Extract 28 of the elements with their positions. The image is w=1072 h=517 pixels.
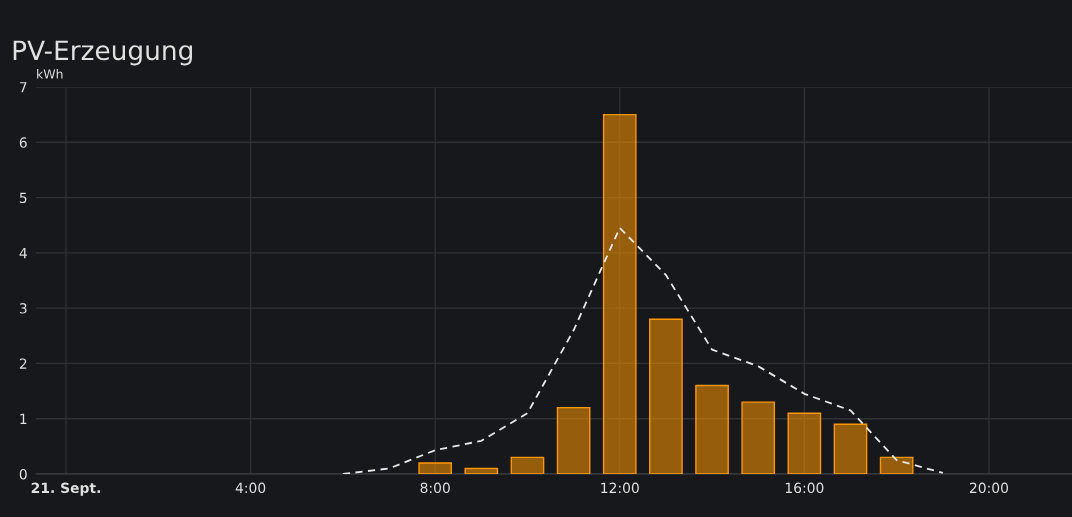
bar [510, 456, 545, 474]
bar [649, 318, 683, 474]
x-tick-label: 12:00 [601, 482, 639, 494]
x-tick-label: 20:00 [969, 482, 1009, 494]
y-tick-label: 2 [19, 358, 27, 369]
bar [418, 462, 453, 474]
y-tick-label: 6 [19, 137, 27, 148]
x-tick-label: 16:00 [785, 482, 824, 494]
y-tick-label: 0 [19, 468, 27, 480]
y-tick-label: 1 [20, 413, 27, 424]
y-tick-label: 4 [19, 248, 27, 259]
y-tick-label: 7 [19, 82, 27, 93]
bar [695, 384, 729, 474]
y-tick-label: 5 [19, 192, 27, 204]
bar [602, 113, 637, 474]
bar [833, 423, 868, 474]
y-axis-title: kWh [37, 69, 63, 79]
chart-title: PV-Erzeugung [13, 40, 192, 66]
bar [556, 406, 591, 474]
line-series [341, 227, 944, 474]
bar [464, 467, 499, 474]
y-tick-label: 3 [19, 303, 27, 314]
x-tick-label: 4:00 [235, 482, 266, 494]
bar [741, 401, 776, 474]
bar [879, 456, 914, 474]
bar [787, 412, 822, 474]
x-tick-label: 8:00 [420, 482, 450, 494]
x-tick-label: 21. Sept. [31, 482, 100, 496]
